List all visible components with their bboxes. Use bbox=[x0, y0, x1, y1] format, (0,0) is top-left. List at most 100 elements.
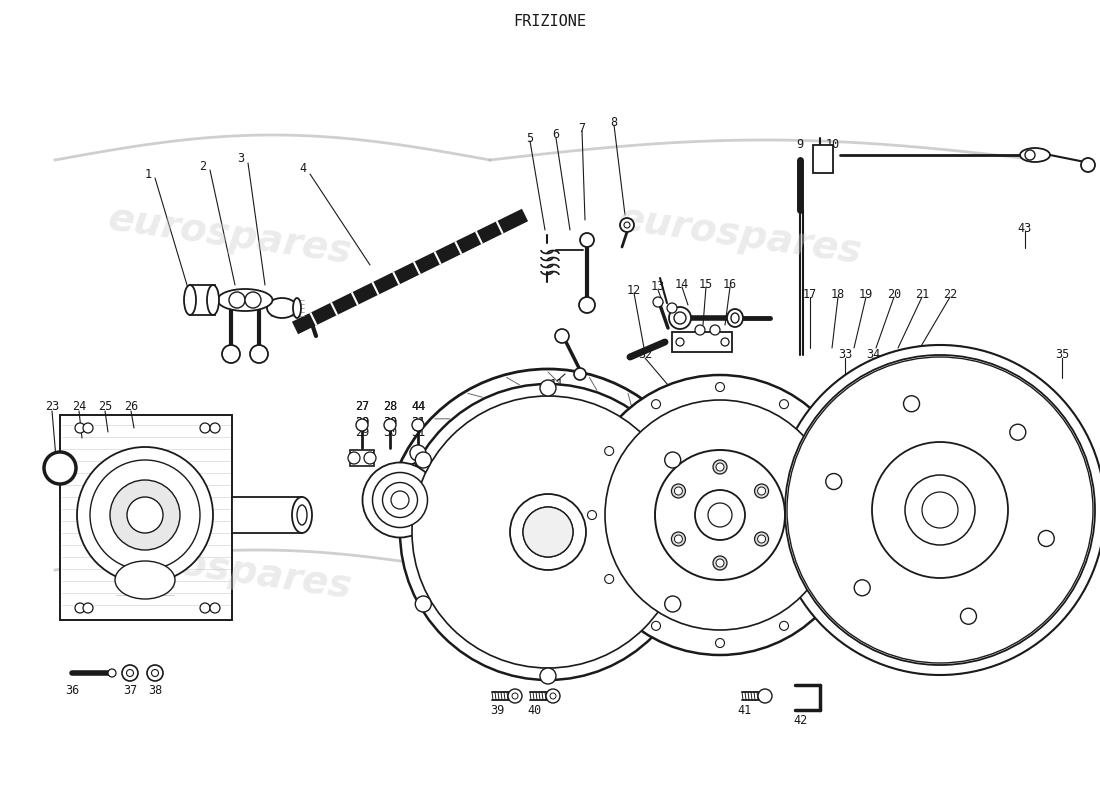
Circle shape bbox=[651, 400, 660, 409]
Text: 30: 30 bbox=[383, 415, 397, 429]
Circle shape bbox=[676, 338, 684, 346]
FancyBboxPatch shape bbox=[813, 145, 833, 173]
Text: 31: 31 bbox=[411, 415, 425, 429]
Circle shape bbox=[384, 419, 396, 431]
Circle shape bbox=[510, 494, 586, 570]
Circle shape bbox=[826, 446, 835, 455]
Circle shape bbox=[77, 447, 213, 583]
Text: 42: 42 bbox=[793, 714, 807, 726]
Circle shape bbox=[110, 480, 180, 550]
Text: 16: 16 bbox=[723, 278, 737, 290]
Ellipse shape bbox=[184, 285, 196, 315]
Ellipse shape bbox=[758, 535, 766, 543]
Bar bbox=[232, 497, 302, 533]
Ellipse shape bbox=[755, 532, 769, 546]
Circle shape bbox=[605, 446, 614, 455]
Ellipse shape bbox=[716, 559, 724, 567]
Text: eurospares: eurospares bbox=[106, 534, 354, 606]
Text: eurospares: eurospares bbox=[455, 524, 704, 596]
Text: eurospares: eurospares bbox=[106, 199, 354, 271]
Circle shape bbox=[512, 693, 518, 699]
Circle shape bbox=[903, 396, 920, 412]
Ellipse shape bbox=[218, 289, 273, 311]
Text: 25: 25 bbox=[98, 401, 112, 414]
Text: eurospares: eurospares bbox=[616, 199, 865, 271]
Circle shape bbox=[126, 670, 133, 677]
Circle shape bbox=[960, 608, 977, 624]
Circle shape bbox=[651, 622, 660, 630]
FancyBboxPatch shape bbox=[672, 332, 732, 352]
Ellipse shape bbox=[1020, 148, 1050, 162]
Text: 33: 33 bbox=[838, 349, 853, 362]
Circle shape bbox=[785, 355, 1094, 665]
Circle shape bbox=[855, 580, 870, 596]
Text: 31: 31 bbox=[411, 426, 425, 439]
Text: 24: 24 bbox=[72, 401, 86, 414]
Bar bbox=[350, 450, 374, 466]
Text: 36: 36 bbox=[65, 683, 79, 697]
Text: 37: 37 bbox=[123, 683, 138, 697]
Circle shape bbox=[540, 380, 556, 396]
Circle shape bbox=[416, 452, 431, 468]
Circle shape bbox=[605, 400, 835, 630]
Text: 30: 30 bbox=[383, 415, 397, 429]
Circle shape bbox=[826, 574, 835, 583]
Circle shape bbox=[108, 669, 115, 677]
Text: 27: 27 bbox=[355, 401, 370, 414]
Text: 29: 29 bbox=[355, 415, 370, 429]
Circle shape bbox=[364, 452, 376, 464]
Text: 15: 15 bbox=[698, 278, 713, 290]
Ellipse shape bbox=[297, 505, 307, 525]
Text: 39: 39 bbox=[490, 703, 504, 717]
Circle shape bbox=[786, 357, 1093, 663]
Circle shape bbox=[75, 423, 85, 433]
Text: 5: 5 bbox=[527, 131, 534, 145]
Text: 3: 3 bbox=[238, 153, 244, 166]
Text: 6: 6 bbox=[552, 129, 560, 142]
Ellipse shape bbox=[713, 556, 727, 570]
Text: 4: 4 bbox=[299, 162, 307, 175]
Circle shape bbox=[872, 442, 1008, 578]
Ellipse shape bbox=[674, 535, 682, 543]
Text: 8: 8 bbox=[610, 115, 617, 129]
Text: 28: 28 bbox=[383, 401, 397, 414]
Ellipse shape bbox=[267, 298, 297, 318]
Circle shape bbox=[410, 445, 426, 461]
Bar bbox=[190, 285, 214, 315]
Circle shape bbox=[546, 689, 560, 703]
Circle shape bbox=[664, 452, 681, 468]
Text: 2: 2 bbox=[199, 159, 207, 173]
Text: 14: 14 bbox=[675, 278, 689, 290]
Ellipse shape bbox=[674, 487, 682, 495]
Text: 26: 26 bbox=[124, 401, 139, 414]
Circle shape bbox=[229, 292, 245, 308]
Circle shape bbox=[200, 603, 210, 613]
Ellipse shape bbox=[522, 507, 573, 557]
Circle shape bbox=[922, 492, 958, 528]
Circle shape bbox=[776, 345, 1100, 675]
Text: 17: 17 bbox=[803, 287, 817, 301]
Text: 29: 29 bbox=[355, 415, 370, 429]
Text: 38: 38 bbox=[147, 683, 162, 697]
Text: 11: 11 bbox=[550, 378, 564, 391]
Circle shape bbox=[508, 689, 522, 703]
Ellipse shape bbox=[363, 462, 438, 538]
Text: 34: 34 bbox=[866, 349, 880, 362]
Circle shape bbox=[200, 423, 210, 433]
Circle shape bbox=[210, 603, 220, 613]
Text: 31: 31 bbox=[411, 415, 425, 429]
Circle shape bbox=[758, 689, 772, 703]
Text: 13: 13 bbox=[651, 281, 666, 294]
Circle shape bbox=[580, 233, 594, 247]
Circle shape bbox=[412, 419, 424, 431]
Circle shape bbox=[579, 297, 595, 313]
Circle shape bbox=[356, 419, 369, 431]
Circle shape bbox=[126, 497, 163, 533]
Text: 29: 29 bbox=[355, 426, 370, 439]
Circle shape bbox=[715, 382, 725, 391]
Circle shape bbox=[574, 368, 586, 380]
Ellipse shape bbox=[671, 484, 685, 498]
Ellipse shape bbox=[671, 532, 685, 546]
Ellipse shape bbox=[674, 312, 686, 324]
Text: 27: 27 bbox=[355, 399, 370, 413]
